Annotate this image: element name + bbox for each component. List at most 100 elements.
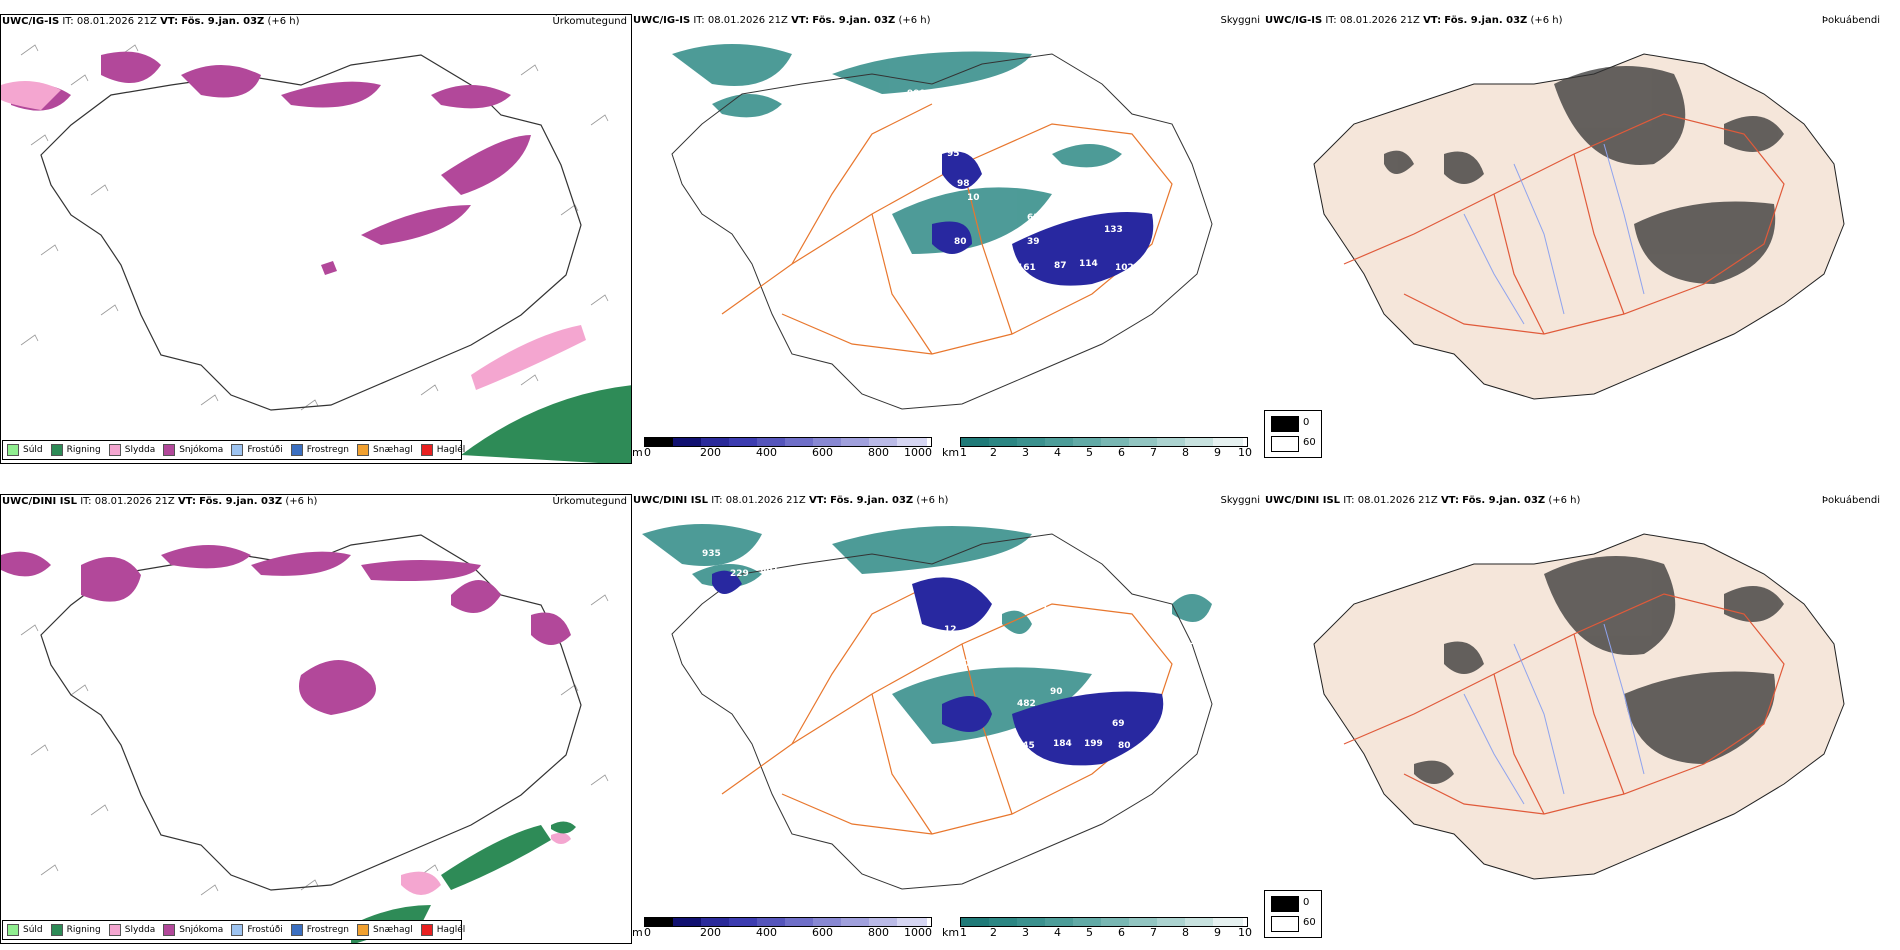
cloud-map-top: 293 403 999 969 395 95 98 10 80 630 39 1… (671, 44, 1213, 410)
peak-label: 948 (792, 549, 811, 559)
precip-type-panel-bottom: UWC/DINI ISL IT: 08.01.2026 21Z VT: Fös.… (0, 494, 632, 944)
legend-item: Snæhagl (357, 924, 413, 936)
colorbar-tick: 10 (1238, 446, 1252, 459)
peak-label: 80 (957, 659, 970, 669)
river-network (1463, 623, 1645, 805)
snow-areas (11, 51, 531, 275)
fog-panel-top: UWC/IG-IS IT: 08.01.2026 21Z VT: Fös. 9.… (1264, 14, 1900, 464)
colorbar-unit: km (942, 446, 960, 459)
colorbar-tick: 2 (990, 926, 997, 939)
peak-label: 999 (907, 89, 926, 99)
peak-label: 124 (1142, 135, 1161, 145)
colorbar-tick: 5 (1086, 926, 1093, 939)
sleet-areas (1, 81, 586, 390)
panel-title: UWC/DINI ISL IT: 08.01.2026 21Z VT: Fös.… (1265, 495, 1581, 506)
wind-barbs (20, 44, 609, 411)
peak-label: 184 (1053, 739, 1072, 749)
peak-label: 69 (1112, 719, 1125, 729)
peak-label: 95 (1150, 173, 1163, 183)
panel-name: Þokuábendi (1821, 15, 1880, 26)
iceland-land (1313, 533, 1845, 880)
legend-item: Rigning (50, 444, 101, 456)
swatch (108, 924, 121, 936)
colorbar-tick: 800 (868, 926, 889, 939)
colorbar-unit: m (632, 446, 643, 459)
colorbar-tick: 4 (1054, 446, 1061, 459)
fog-map-bottom (1313, 533, 1845, 880)
precip-type-legend: Súld Rigning Slydda Snjókoma Frostúði Fr… (2, 920, 465, 940)
fog-legend: 0 60 (1264, 890, 1322, 938)
road-network (721, 583, 1173, 835)
colorbar-tick: 4 (1054, 926, 1061, 939)
colorbar-tick: 7 (1150, 926, 1157, 939)
precip-map-top (1, 44, 631, 463)
swatch (163, 444, 176, 456)
road-network (1343, 593, 1785, 815)
colorbar-tick: 1 (960, 446, 967, 459)
peak-label: 145 (1016, 741, 1035, 751)
swatch (290, 924, 303, 936)
legend-item: Súld (7, 924, 43, 936)
iceland-land (1313, 53, 1845, 400)
peak-label: 199 (1084, 739, 1103, 749)
peak-label: 12 (944, 625, 957, 635)
peak-label: 102 (1115, 263, 1134, 273)
swatch (357, 924, 370, 936)
road-network (721, 103, 1173, 355)
colorbar-tick: 6 (1118, 926, 1125, 939)
peak-label: 101 (1042, 605, 1061, 615)
colorbar-tick: 1000 (904, 446, 932, 459)
colorbar-strip (644, 437, 932, 447)
rain-area (461, 385, 631, 463)
visibility-areas (672, 44, 1122, 254)
swatch (7, 444, 19, 456)
panel-name: Úrkomutegund (552, 496, 627, 507)
visibility-areas (642, 524, 1212, 744)
swatch (7, 924, 19, 936)
fog-legend-swatch (1271, 916, 1299, 932)
peak-label: 10 (967, 193, 980, 203)
fog-legend-label: 60 (1303, 917, 1316, 928)
peak-label: 630 (1027, 213, 1046, 223)
colorbar-tick: 1 (960, 926, 967, 939)
peak-label: 16 (1120, 149, 1133, 159)
swatch (50, 444, 63, 456)
iceland-outline (671, 53, 1213, 410)
fog-map-top (1313, 53, 1845, 400)
colorbar-tick: 9 (1214, 446, 1221, 459)
swatch (290, 444, 303, 456)
colorbar-tick: 7 (1150, 446, 1157, 459)
fog-shading (1384, 66, 1784, 284)
legend-item: Slydda (108, 444, 155, 456)
colorbar-tick: 2 (990, 446, 997, 459)
peak-label: 39 (1027, 237, 1040, 247)
snow-areas (1, 545, 571, 715)
legend-item: Slydda (108, 924, 155, 936)
iceland-outline (40, 54, 582, 411)
precip-type-panel-top: UWC/IG-IS IT: 08.01.2026 21Z VT: Fös. 9.… (0, 14, 632, 464)
colorbar-tick: 10 (1238, 926, 1252, 939)
peak-label: 293 (729, 117, 748, 127)
peak-label: 87 (1054, 261, 1067, 271)
colorbar-tick: 3 (1022, 926, 1029, 939)
peak-label: 101 (1177, 637, 1196, 647)
peak-label: 94 (990, 649, 1003, 659)
peak-label: 114 (1079, 259, 1098, 269)
fog-legend-swatch (1271, 896, 1299, 912)
swatch (357, 444, 370, 456)
peak-labels: 746 935 229 661 136 948 984 12 80 94 90 … (637, 549, 1196, 751)
colorbar-tick: 5 (1086, 446, 1093, 459)
legend-item: Frostúði (231, 924, 283, 936)
river-network (1463, 143, 1645, 325)
colorbar-unit: km (942, 926, 960, 939)
peak-label: 80 (1118, 741, 1131, 751)
peak-label: 136 (736, 591, 755, 601)
colorbar-tick: 0 (644, 926, 651, 939)
peak-label: 746 (637, 565, 656, 575)
panel-name: Skyggni (1220, 15, 1260, 26)
iceland-outline (671, 533, 1213, 890)
peak-label: 969 (990, 89, 1009, 99)
precip-map-bottom (1, 534, 609, 943)
panel-title: UWC/IG-IS IT: 08.01.2026 21Z VT: Fös. 9.… (1265, 15, 1563, 26)
colorbar-tick: 0 (644, 446, 651, 459)
